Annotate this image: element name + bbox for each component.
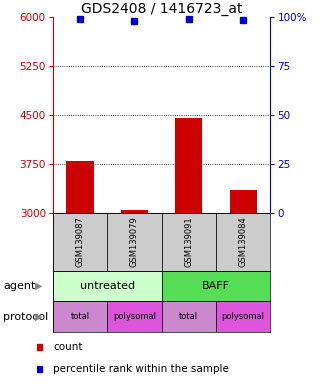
Text: GSM139079: GSM139079: [130, 217, 139, 267]
Bar: [162, 213, 216, 271]
Text: polysomal: polysomal: [222, 312, 265, 321]
Bar: [53, 213, 107, 271]
Bar: [107, 301, 162, 332]
Text: percentile rank within the sample: percentile rank within the sample: [53, 364, 229, 374]
Bar: [229, 190, 257, 213]
Bar: [121, 210, 148, 213]
Text: GSM139087: GSM139087: [76, 217, 84, 267]
Text: GSM139091: GSM139091: [184, 217, 193, 267]
Text: GSM139084: GSM139084: [239, 217, 248, 267]
Text: protocol: protocol: [3, 312, 48, 322]
Bar: [216, 301, 270, 332]
Text: polysomal: polysomal: [113, 312, 156, 321]
Text: BAFF: BAFF: [202, 281, 230, 291]
Bar: [107, 213, 162, 271]
Text: agent: agent: [3, 281, 36, 291]
Text: ▶: ▶: [35, 281, 43, 291]
Title: GDS2408 / 1416723_at: GDS2408 / 1416723_at: [81, 2, 242, 16]
Text: count: count: [53, 342, 83, 352]
Bar: [216, 213, 270, 271]
Bar: [162, 271, 270, 301]
Bar: [67, 161, 93, 213]
Bar: [175, 118, 202, 213]
Text: ▶: ▶: [35, 312, 43, 322]
Text: untreated: untreated: [80, 281, 135, 291]
Bar: [162, 301, 216, 332]
Text: total: total: [70, 312, 90, 321]
Text: total: total: [179, 312, 198, 321]
Bar: [53, 271, 162, 301]
Bar: [53, 301, 107, 332]
